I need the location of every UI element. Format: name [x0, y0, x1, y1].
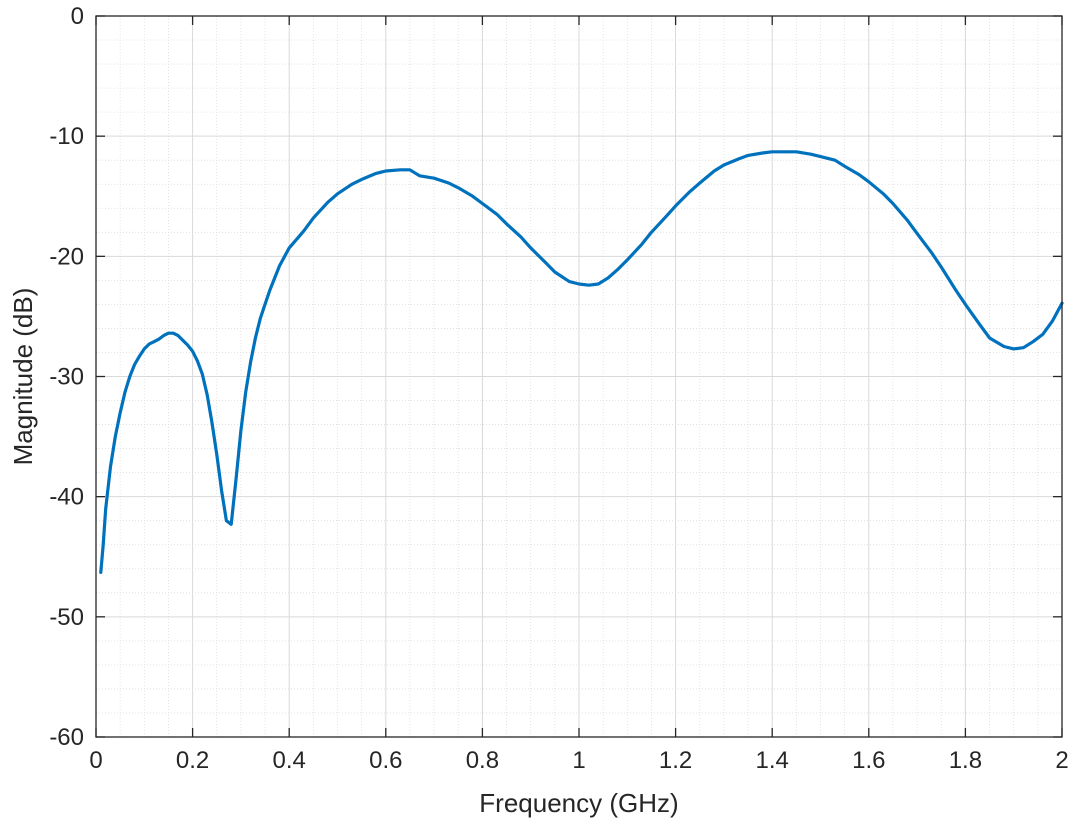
x-tick-label: 0.4 [273, 747, 306, 774]
y-tick-label: 0 [71, 3, 84, 30]
x-tick-label: 0.6 [369, 747, 402, 774]
y-tick-label: -40 [49, 484, 84, 511]
x-tick-label: 1.4 [756, 747, 789, 774]
y-axis-label: Magnitude (dB) [8, 288, 38, 466]
x-tick-label: 1.6 [852, 747, 885, 774]
y-tick-label: -30 [49, 364, 84, 391]
x-tick-label: 0.2 [176, 747, 209, 774]
axis-ticks [95, 15, 1063, 738]
y-tick-label: -10 [49, 123, 84, 150]
x-tick-label: 1.2 [659, 747, 692, 774]
y-tick-label: -60 [49, 724, 84, 751]
y-tick-label: -50 [49, 604, 84, 631]
x-tick-label: 2 [1055, 747, 1068, 774]
x-tick-label: 1 [572, 747, 585, 774]
x-tick-label: 0 [89, 747, 102, 774]
x-axis-label: Frequency (GHz) [479, 788, 678, 818]
y-tick-label: -20 [49, 243, 84, 270]
x-tick-labels: 0 0.2 0.4 0.6 0.8 1 1.2 1.4 1.6 1.8 2 [89, 747, 1068, 774]
series-line [99, 150, 1064, 575]
x-tick-label: 0.8 [466, 747, 499, 774]
y-tick-labels: 0 -10 -20 -30 -40 -50 -60 [49, 3, 84, 751]
x-tick-label: 1.8 [949, 747, 982, 774]
